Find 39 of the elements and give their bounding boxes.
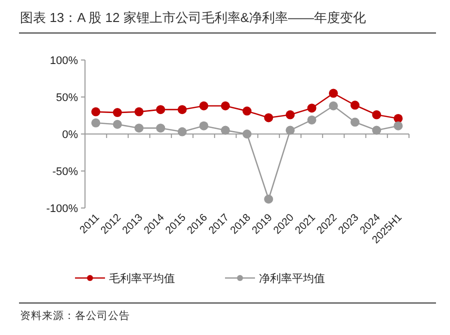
point [242,130,252,138]
y-tick-label: -100% [46,202,78,215]
point [156,124,166,133]
point [134,107,144,116]
point [372,110,382,120]
legend-label: 毛利率平均值 [109,272,175,285]
y-tick-label: 100% [50,54,78,67]
point [350,100,360,110]
point [328,88,338,98]
point [264,194,274,204]
point [242,106,252,116]
point [328,101,338,110]
point [199,101,208,110]
text: 资料来源：各公司公告 [20,309,130,322]
y-tick-label: 50% [56,92,78,104]
point [220,126,230,135]
legend-label: 净利率平均值 [259,272,325,285]
point [156,105,166,114]
point [307,104,316,113]
point [350,118,360,127]
point [394,114,403,123]
point [394,121,403,130]
point [112,120,122,129]
y-tick-label: 0% [62,128,78,141]
point [91,107,100,116]
point [134,124,144,133]
point [286,126,295,135]
point [112,108,122,118]
point [199,121,208,130]
point [264,113,274,122]
point [307,115,316,124]
point [178,105,187,114]
chart-title: 图表 13：A 股 12 家锂上市公司毛利率&净利率——年度变化 [20,10,366,25]
point [220,101,230,110]
point [286,110,295,120]
point [178,127,187,136]
point [91,118,100,128]
y-tick-label: -50% [52,166,78,178]
point [372,126,382,135]
